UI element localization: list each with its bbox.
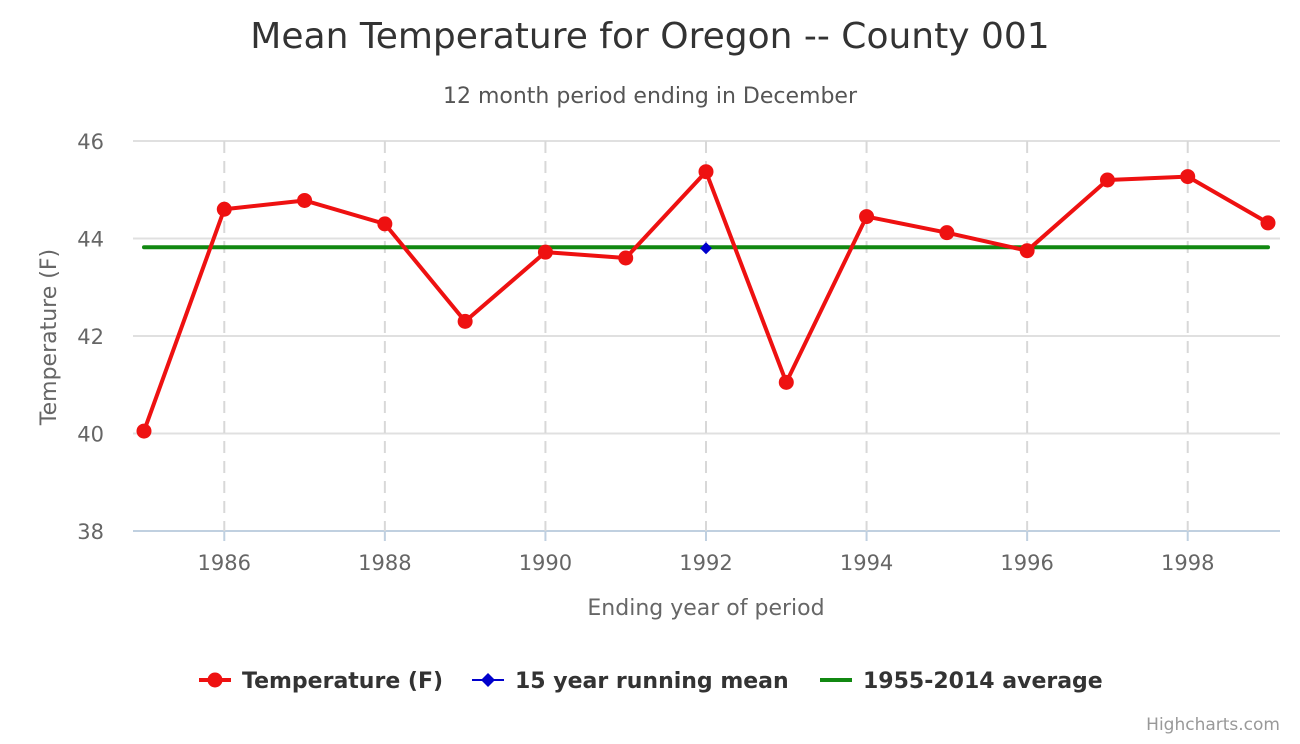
temperature-point [457,313,473,329]
y-tick-label: 46 [77,130,104,154]
temperature-point [297,192,313,208]
temperature-point [939,225,955,241]
legend-item-average[interactable]: 1955-2014 average [820,669,1103,694]
legend-item-running-mean[interactable]: 15 year running mean [472,669,789,694]
temperature-point [1019,243,1035,259]
temperature-point [537,244,553,260]
temperature-point [618,250,634,266]
chart-subtitle: 12 month period ending in December [443,84,858,109]
temperature-point [1260,215,1276,231]
legend-label: 1955-2014 average [863,669,1103,694]
x-tick-label: 1988 [358,551,411,575]
chart-title: Mean Temperature for Oregon -- County 00… [250,16,1049,57]
legend-label: 15 year running mean [515,669,789,694]
temperature-point [1099,172,1115,188]
legend: Temperature (F) 15 year running mean 1955-… [199,669,1103,694]
x-tick-label: 1998 [1161,551,1214,575]
y-tick-label: 38 [77,520,104,544]
y-tick-label: 44 [77,228,104,252]
y-tick-label: 40 [77,423,104,447]
legend-diamond-marker [481,673,495,687]
temperature-point [698,164,714,180]
x-tick-label: 1994 [840,551,893,575]
y-tick-label: 42 [77,325,104,349]
x-axis-title: Ending year of period [587,596,824,621]
running-mean-point [700,242,712,255]
x-tick-label: 1986 [198,551,251,575]
temperature-point [859,209,875,225]
series-layer [136,164,1276,439]
grid-layer: 38 40 42 44 46 1986 1988 1990 1992 1994 1996 1998 [77,130,1280,575]
y-axis-title: Temperature (F) [37,249,62,426]
temperature-point [1180,169,1196,185]
temperature-point [136,423,152,439]
x-tick-label: 1990 [519,551,572,575]
temperature-point [216,201,232,217]
temperature-point [778,374,794,390]
temperature-point [377,216,393,232]
x-tick-label: 1992 [679,551,732,575]
legend-label: Temperature (F) [242,669,443,694]
x-tick-label: 1996 [1000,551,1053,575]
legend-circle-marker [207,672,223,688]
legend-item-temperature[interactable]: Temperature (F) [199,669,443,694]
credits-link[interactable]: Highcharts.com [1146,715,1280,735]
